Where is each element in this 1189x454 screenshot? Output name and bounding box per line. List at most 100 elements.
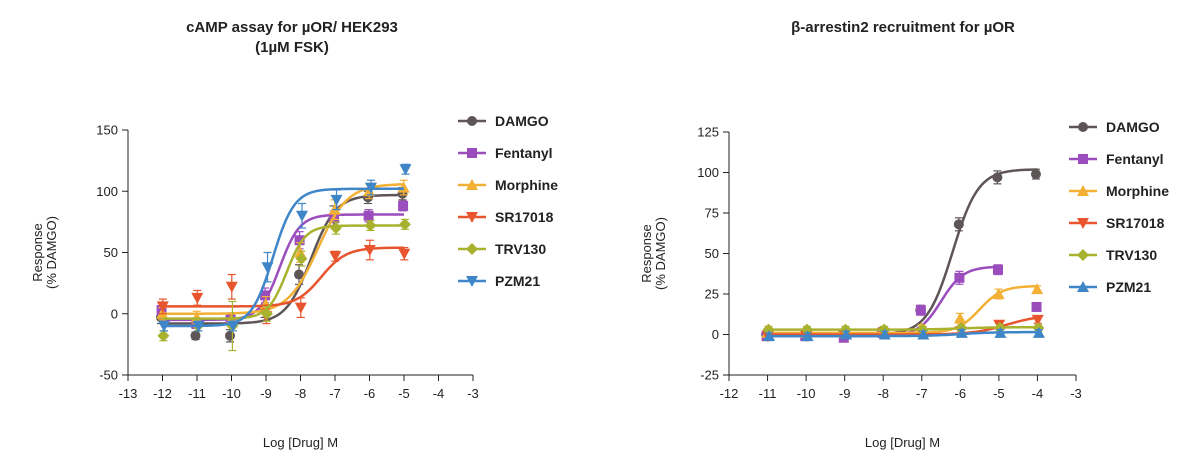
legend-marker [1077, 249, 1089, 261]
data-point [955, 326, 968, 338]
legend-marker [466, 179, 478, 190]
series-pzm21 [158, 163, 412, 332]
data-point [225, 281, 238, 293]
y-tick-label: 50 [705, 246, 719, 261]
data-point [294, 269, 304, 280]
x-tick-label: -10 [797, 386, 816, 401]
x-tick-label: -11 [759, 386, 777, 401]
x-tick-label: -12 [720, 386, 739, 401]
y-tick-label: 75 [705, 206, 719, 221]
data-point [329, 222, 342, 234]
x-tick-label: -12 [153, 386, 172, 401]
legend-marker [466, 212, 478, 223]
data-point [801, 330, 814, 342]
x-tick-label: -9 [260, 386, 272, 401]
fit-curve [767, 330, 1038, 338]
legend-marker [1077, 218, 1089, 229]
x-axis-label: Log [Drug] M [263, 435, 338, 450]
data-point [294, 235, 305, 246]
legend-item-damgo: DAMGO [1069, 119, 1160, 135]
data-point [992, 264, 1003, 275]
data-point [296, 210, 308, 222]
x-tick-label: -6 [955, 386, 967, 401]
data-point [260, 307, 273, 320]
legend-label: DAMGO [495, 113, 549, 129]
x-tick-label: -6 [364, 386, 376, 401]
y-axis-label: Response [30, 223, 45, 282]
legend-label: TRV130 [1106, 247, 1157, 263]
fit-curve [162, 187, 404, 328]
data-point [1031, 301, 1042, 312]
legend-label: Fentanyl [495, 145, 553, 161]
x-tick-label: -4 [1032, 386, 1044, 401]
x-tick-label: -9 [839, 386, 851, 401]
legend-label: TRV130 [495, 241, 546, 257]
data-point [992, 172, 1003, 183]
y-tick-label: -50 [99, 368, 118, 383]
y-tick-label: 50 [104, 245, 118, 260]
data-point [398, 218, 411, 231]
legend-item-sr17018: SR17018 [458, 209, 554, 225]
legend-item-fentanyl: Fentanyl [458, 145, 553, 161]
chart-title: cAMP assay for µOR/ HEK293 [186, 19, 398, 36]
series-pzm21 [763, 326, 1045, 342]
data-point [295, 252, 308, 265]
legend-item-fentanyl: Fentanyl [1069, 151, 1164, 167]
legend-label: SR17018 [495, 209, 554, 225]
x-tick-label: -5 [398, 386, 410, 401]
legend-marker [467, 116, 477, 126]
data-point [261, 262, 274, 274]
legend-marker [467, 148, 477, 158]
y-axis-label: Response [639, 224, 654, 283]
data-point [294, 302, 307, 314]
x-tick-label: -8 [295, 386, 307, 401]
data-point [329, 251, 342, 263]
data-point [363, 185, 376, 197]
chart-title: β-arrestin2 recruitment for µOR [791, 19, 1015, 36]
legend-marker [1077, 185, 1089, 196]
y-axis-label-unit: (% DAMGO) [44, 216, 59, 289]
data-point [260, 290, 271, 301]
data-point [156, 301, 169, 313]
data-point [364, 219, 377, 232]
data-point [915, 305, 926, 316]
data-point [192, 321, 205, 332]
legend-label: Fentanyl [1106, 151, 1164, 167]
data-point [954, 312, 967, 324]
x-tick-label: -10 [222, 386, 241, 401]
data-point [330, 194, 343, 206]
data-point [840, 328, 853, 340]
y-tick-label: 0 [111, 306, 118, 321]
x-tick-label: -3 [1070, 386, 1082, 401]
data-point [399, 164, 412, 176]
data-point [763, 330, 776, 342]
legend-item-pzm21: PZM21 [458, 273, 540, 289]
data-point [225, 330, 235, 341]
data-point [363, 210, 374, 221]
data-point [398, 248, 411, 260]
x-tick-label: -8 [877, 386, 889, 401]
y-tick-label: 100 [697, 165, 719, 180]
data-point [227, 321, 239, 332]
data-point [158, 321, 170, 332]
chart-1: cAMP assay for µOR/ HEK293 (1µM FSK) -50 0 5… [30, 19, 558, 450]
data-point [994, 326, 1007, 338]
legend-item-morphine: Morphine [458, 177, 558, 193]
legend-marker [1078, 122, 1088, 132]
data-point [365, 182, 377, 194]
y-tick-label: 100 [96, 184, 118, 199]
y-axis-label-unit: (% DAMGO) [653, 217, 668, 290]
data-point [954, 272, 965, 283]
legend-label: Morphine [495, 177, 558, 193]
data-point [190, 330, 201, 341]
y-tick-label: -25 [700, 368, 719, 383]
x-tick-label: -7 [329, 386, 341, 401]
fit-curve [767, 284, 1038, 335]
y-tick-label: 0 [712, 327, 719, 342]
legend-label: PZM21 [1106, 279, 1151, 295]
legend-label: PZM21 [495, 273, 540, 289]
legend-label: SR17018 [1106, 215, 1165, 231]
chart-2: β-arrestin2 recruitment for µOR -25 0 25 50 7… [639, 19, 1169, 450]
data-point [1032, 326, 1045, 338]
